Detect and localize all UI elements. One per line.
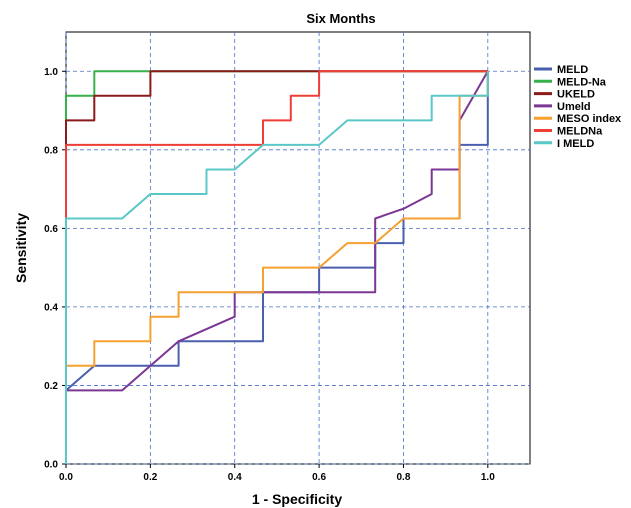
legend-label-umeld: Umeld [557, 101, 591, 113]
y-tick-label: 0.6 [44, 224, 58, 235]
x-tick-label: 0.6 [312, 472, 326, 483]
y-tick-label: 0.4 [44, 302, 58, 313]
y-tick-label: 0.8 [44, 145, 58, 156]
x-tick-label: 1.0 [481, 472, 495, 483]
y-tick-label: 0.2 [44, 381, 58, 392]
x-tick-label: 0.0 [59, 472, 73, 483]
y-axis-label: Sensitivity [13, 213, 29, 283]
legend-label-meso-index: MESO index [557, 113, 622, 125]
series-line-i-meld [65, 71, 489, 464]
chart-title: Six Months [306, 11, 375, 26]
axis-ticks: 0.0 0.2 0.4 0.6 0.8 1.0 0.0 0.2 0.4 0.6 0.8 1.0 [44, 67, 495, 483]
series-line-meso-index [65, 71, 489, 464]
legend-label-meld: MELD [557, 64, 588, 76]
y-tick-label: 0.0 [44, 460, 58, 471]
plot-area [65, 31, 531, 465]
series-line-ukeld [65, 70, 488, 464]
x-tick-label: 0.8 [397, 472, 411, 483]
legend-label-i-meld: I MELD [557, 138, 594, 150]
x-tick-label: 0.4 [228, 472, 242, 483]
legend-label-meld-na: MELD-Na [557, 76, 607, 88]
legend-label-ukeld: UKELD [557, 89, 595, 101]
x-axis-label: 1 - Specificity [252, 491, 342, 507]
x-tick-label: 0.2 [143, 472, 157, 483]
legend-label-meldna: MELDNa [557, 126, 603, 138]
series-line-meldna [65, 70, 488, 464]
series-lines [65, 70, 489, 464]
y-tick-label: 1.0 [44, 67, 58, 78]
series-line-umeld [65, 70, 489, 464]
